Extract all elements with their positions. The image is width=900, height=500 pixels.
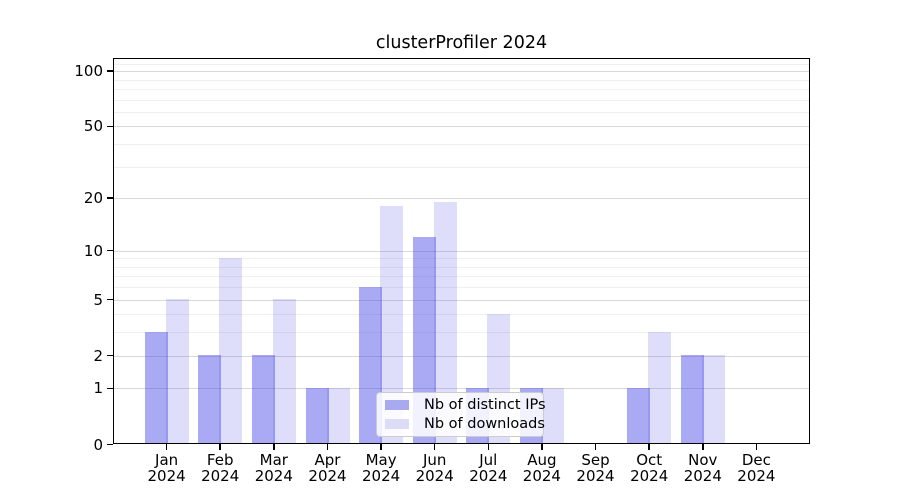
- xtick-mark-oct: [648, 444, 650, 450]
- plot-area: [113, 58, 810, 444]
- gridline-minor-3: [113, 332, 810, 334]
- gridline-minor-70: [113, 99, 810, 101]
- ytick-label-50: 50: [83, 117, 103, 136]
- bar-downloads-jun: [433, 201, 457, 444]
- xtick-mark-may: [380, 444, 382, 450]
- xtick-label-aug: Aug 2024: [522, 451, 561, 485]
- legend-label-downloads: Nb of downloads: [424, 415, 545, 432]
- xtick-label-feb: Feb 2024: [201, 451, 240, 485]
- xtick-mark-feb: [219, 444, 221, 450]
- legend-item-downloads: Nb of downloads: [385, 416, 545, 432]
- xtick-label-jun: Jun 2024: [415, 451, 454, 485]
- ytick-label-100: 100: [74, 62, 103, 81]
- ytick-mark-100: [107, 70, 113, 72]
- xtick-label-jul: Jul 2024: [469, 451, 508, 485]
- bar-ips-jan: [144, 331, 168, 444]
- bar-downloads-mar: [272, 299, 296, 444]
- ytick-mark-2: [107, 354, 113, 357]
- xtick-mark-mar: [273, 444, 275, 450]
- ytick-mark-20: [107, 197, 113, 199]
- legend-label-distinct-ips: Nb of distinct IPs: [424, 397, 546, 414]
- xtick-mark-apr: [326, 444, 329, 450]
- bar-downloads-apr: [326, 387, 350, 444]
- gridline-minor-7: [113, 276, 810, 278]
- xtick-mark-jul: [487, 444, 490, 450]
- ytick-mark-0: [107, 443, 113, 446]
- gridline-minor-4: [113, 314, 810, 316]
- ytick-mark-1: [107, 387, 113, 390]
- ytick-mark-50: [107, 125, 113, 128]
- xtick-mark-aug: [541, 444, 543, 450]
- xtick-label-may: May 2024: [362, 451, 401, 485]
- bar-downloads-jan: [165, 299, 189, 444]
- ytick-mark-10: [107, 249, 113, 252]
- gridline-100: [113, 71, 810, 73]
- gridline-minor-30: [113, 166, 810, 168]
- xtick-mark-nov: [702, 444, 704, 450]
- xtick-mark-jan: [165, 444, 168, 450]
- gridline-5: [113, 299, 810, 301]
- bar-ips-oct: [627, 387, 651, 444]
- gridline-minor-60: [113, 111, 810, 113]
- bar-downloads-aug: [540, 387, 564, 444]
- xtick-label-nov: Nov 2024: [683, 451, 722, 485]
- gridline-2: [113, 355, 810, 357]
- legend: Nb of distinct IPs Nb of downloads: [376, 392, 546, 437]
- legend-swatch-distinct-ips: [385, 400, 409, 411]
- xtick-mark-dec: [755, 444, 758, 450]
- xtick-label-oct: Oct 2024: [630, 451, 669, 485]
- bar-ips-nov: [680, 355, 704, 444]
- xtick-mark-sep: [594, 444, 597, 450]
- gridline-minor-110: [113, 63, 810, 65]
- gridline-minor-90: [113, 79, 810, 81]
- ytick-label-10: 10: [83, 241, 103, 260]
- gridline-minor-80: [113, 89, 810, 90]
- bar-ips-apr: [305, 387, 329, 444]
- xtick-label-dec: Dec 2024: [737, 451, 776, 485]
- ytick-label-1: 1: [93, 379, 103, 398]
- chart-title: clusterProfiler 2024: [375, 33, 548, 53]
- legend-swatch-downloads: [385, 418, 409, 429]
- gridline-50: [113, 126, 810, 128]
- bar-ips-mar: [251, 355, 275, 444]
- gridline-minor-40: [113, 144, 810, 146]
- xtick-label-mar: Mar 2024: [254, 451, 293, 485]
- bar-downloads-oct: [648, 331, 672, 444]
- legend-item-distinct-ips: Nb of distinct IPs: [385, 397, 546, 413]
- ytick-label-5: 5: [93, 290, 103, 309]
- bar-downloads-may: [380, 205, 404, 444]
- bar-ips-feb: [198, 355, 222, 444]
- bar-downloads-feb: [219, 257, 243, 444]
- gridline-minor-9: [113, 258, 810, 260]
- gridline-20: [113, 198, 810, 200]
- xtick-label-apr: Apr 2024: [308, 451, 347, 485]
- gridline-minor-8: [113, 266, 810, 268]
- ytick-label-20: 20: [83, 189, 103, 208]
- gridline-1: [113, 388, 810, 390]
- xtick-label-jan: Jan 2024: [147, 451, 186, 485]
- ytick-label-2: 2: [93, 346, 103, 365]
- xtick-mark-jun: [433, 444, 436, 450]
- gridline-10: [113, 250, 810, 252]
- ytick-label-0: 0: [93, 435, 103, 454]
- bar-downloads-nov: [701, 355, 725, 444]
- gridline-minor-6: [113, 287, 810, 289]
- xtick-label-sep: Sep 2024: [576, 451, 615, 485]
- ytick-mark-5: [107, 298, 113, 301]
